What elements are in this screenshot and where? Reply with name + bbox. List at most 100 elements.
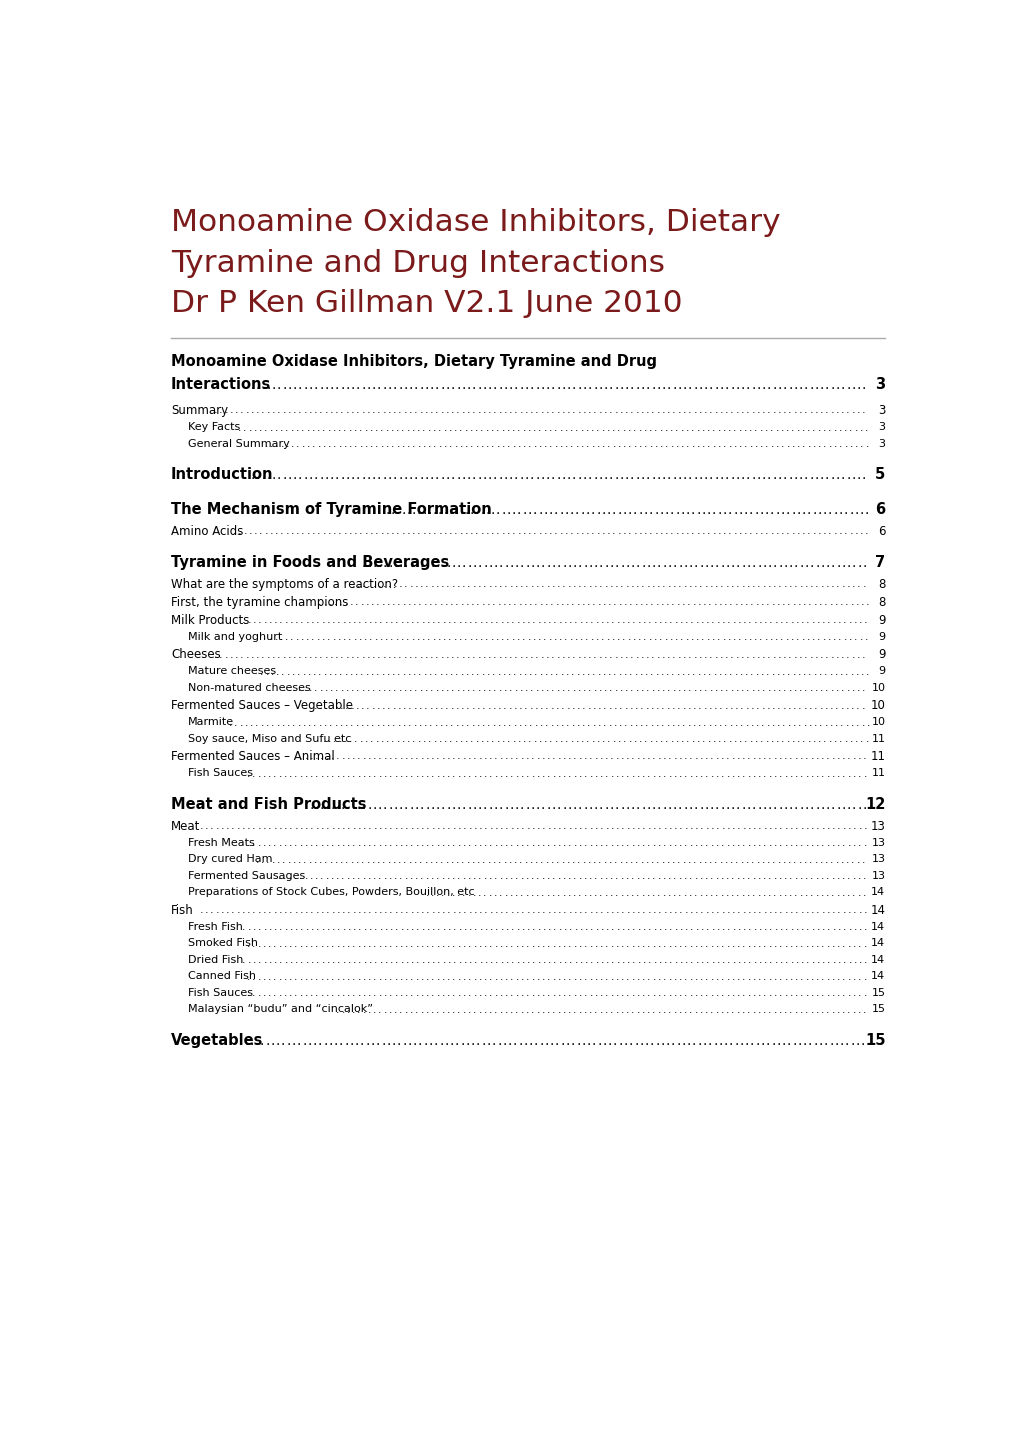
Text: .: . [288, 939, 292, 948]
Text: .: . [703, 854, 706, 864]
Text: .: . [669, 632, 673, 642]
Text: .: . [578, 556, 582, 570]
Text: .: . [239, 405, 244, 416]
Text: .: . [606, 632, 609, 642]
Text: .: . [360, 439, 363, 449]
Text: .: . [268, 838, 271, 848]
Text: .: . [841, 872, 845, 882]
Text: .: . [631, 838, 634, 848]
Text: .: . [274, 922, 277, 932]
Text: .: . [750, 700, 754, 710]
Text: .: . [830, 872, 834, 882]
Text: .: . [649, 734, 652, 745]
Text: .: . [595, 632, 599, 642]
Text: .: . [672, 854, 675, 864]
Text: .: . [815, 973, 818, 981]
Text: .: . [708, 378, 712, 392]
Text: .: . [548, 632, 551, 642]
Text: .: . [754, 527, 757, 537]
Text: .: . [575, 504, 579, 517]
Text: .: . [530, 405, 533, 416]
Text: .: . [583, 798, 587, 811]
Text: .: . [595, 922, 598, 932]
Text: .: . [715, 821, 719, 831]
Text: .: . [350, 717, 354, 727]
Text: .: . [417, 504, 421, 517]
Text: .: . [393, 872, 397, 882]
Text: .: . [840, 378, 845, 392]
Text: .: . [727, 955, 730, 965]
Text: .: . [366, 700, 369, 710]
Text: .: . [660, 597, 663, 608]
Text: .: . [514, 854, 517, 864]
Text: .: . [531, 988, 534, 999]
Text: .: . [709, 872, 713, 882]
Text: .: . [436, 905, 440, 915]
Text: .: . [498, 798, 502, 811]
Text: .: . [350, 700, 354, 710]
Text: .: . [358, 955, 362, 965]
Text: .: . [862, 769, 866, 779]
Text: .: . [468, 752, 471, 762]
Text: .: . [414, 580, 418, 589]
Text: .: . [626, 872, 629, 882]
Text: .: . [318, 700, 322, 710]
Text: .: . [631, 769, 634, 779]
Text: .: . [808, 700, 811, 710]
Text: .: . [398, 872, 403, 882]
Text: .: . [684, 1004, 687, 1014]
Text: .: . [422, 527, 426, 537]
Text: .: . [662, 872, 665, 882]
Text: .: . [523, 439, 526, 449]
Text: .: . [381, 700, 385, 710]
Text: .: . [779, 988, 782, 999]
Text: .: . [256, 378, 260, 392]
Text: .: . [300, 769, 303, 779]
Text: .: . [742, 769, 745, 779]
Text: .: . [543, 527, 547, 537]
Text: .: . [382, 468, 386, 482]
Text: .: . [713, 700, 716, 710]
Text: .: . [852, 887, 855, 898]
Text: .: . [281, 717, 284, 727]
Text: .: . [318, 717, 322, 727]
Text: .: . [302, 1033, 306, 1048]
Text: .: . [586, 734, 589, 745]
Text: .: . [516, 615, 520, 625]
Text: Cheeses: Cheeses [171, 648, 220, 661]
Text: .: . [640, 405, 644, 416]
Text: .: . [647, 955, 651, 965]
Text: .: . [539, 1033, 543, 1048]
Text: .: . [368, 1004, 371, 1014]
Text: .: . [750, 854, 754, 864]
Text: .: . [594, 988, 597, 999]
Text: .: . [667, 872, 671, 882]
Text: .: . [276, 717, 279, 727]
Text: .: . [806, 504, 810, 517]
Text: .: . [833, 632, 836, 642]
Text: .: . [760, 717, 764, 727]
Text: .: . [315, 752, 318, 762]
Text: .: . [681, 597, 685, 608]
Text: .: . [314, 468, 318, 482]
Text: .: . [780, 922, 783, 932]
Text: Smoked Fish: Smoked Fish [187, 938, 258, 948]
Text: .: . [598, 684, 601, 693]
Text: .: . [314, 405, 317, 416]
Text: .: . [293, 872, 297, 882]
Text: .: . [367, 556, 371, 570]
Text: .: . [520, 752, 524, 762]
Text: .: . [694, 752, 697, 762]
Text: .: . [825, 1004, 828, 1014]
Text: .: . [608, 854, 611, 864]
Text: .: . [678, 684, 681, 693]
Text: .: . [718, 667, 721, 677]
Text: .: . [504, 769, 507, 779]
Text: .: . [508, 854, 512, 864]
Text: .: . [443, 504, 447, 517]
Text: .: . [775, 439, 779, 449]
Text: .: . [496, 527, 499, 537]
Text: .: . [657, 872, 660, 882]
Text: .: . [566, 597, 569, 608]
Text: .: . [669, 439, 674, 449]
